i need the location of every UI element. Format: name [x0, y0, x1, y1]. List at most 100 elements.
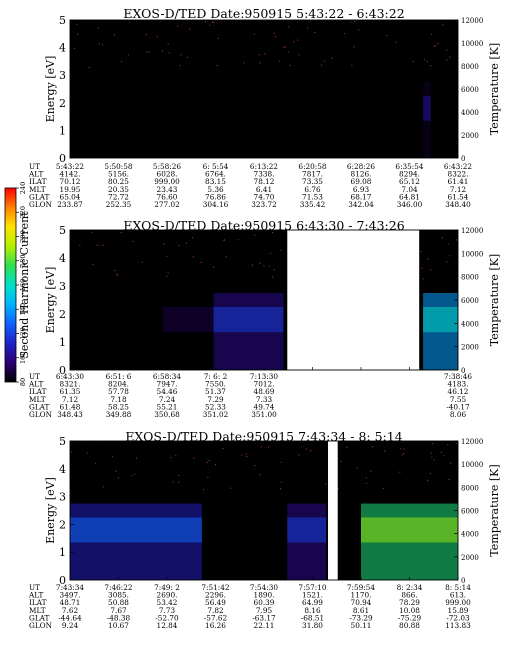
energy-tick-label: 3: [59, 69, 66, 82]
ephemeris-cell: 8.61: [353, 606, 369, 615]
ephemeris-cell: 6:35:54: [395, 162, 423, 171]
ephemeris-cell: 7338.: [254, 170, 275, 179]
ephemeris-row-label: GLON: [29, 621, 53, 630]
ephemeris-cell: 277.02: [154, 200, 180, 209]
energy-tick-label: 2: [59, 308, 66, 321]
ephemeris-cell: 7:57:10: [298, 583, 326, 592]
temperature-tick-label: 6000: [461, 86, 479, 94]
ephemeris-cell: -52.70: [155, 613, 179, 622]
temperature-tick-label: 10000: [461, 40, 483, 48]
energy-tick-label: 5: [59, 224, 66, 237]
energy-tick-label: 4: [59, 42, 66, 55]
energy-tick-label: 2: [59, 518, 66, 531]
ephemeris-cell: 61.35: [60, 387, 81, 396]
ephemeris-cell: 8.16: [304, 606, 321, 615]
ephemeris-cell: 76.86: [205, 192, 226, 201]
ephemeris-cell: 50.88: [108, 598, 129, 607]
temperature-tick-label: 8000: [461, 63, 479, 71]
colorbar-scale: [4, 187, 17, 383]
ephemeris-row-label: GLON: [29, 410, 53, 419]
ephemeris-cell: 68.17: [351, 192, 372, 201]
ephemeris-cell: 335.42: [300, 200, 326, 209]
ephemeris-cell: -63.17: [252, 613, 276, 622]
ephemeris-cell: 8294.: [399, 170, 420, 179]
ephemeris-cell: 999.00: [154, 177, 180, 186]
colorbar-tick: 220: [19, 206, 27, 218]
ephemeris-row-label: GLAT: [29, 192, 50, 201]
temperature-tick-label: 8000: [461, 484, 479, 492]
ephemeris-cell: 51.37: [205, 387, 226, 396]
ephemeris-cell: -48.38: [107, 613, 131, 622]
temperature-tick-label: 6000: [461, 508, 479, 516]
ephemeris-cell: 16.26: [205, 621, 226, 630]
energy-axis-label: Energy [eV]: [44, 56, 57, 123]
panel-title: EXOS-D/TED Date:950915 7:43:34 - 8: 5:14: [125, 429, 402, 444]
ephemeris-cell: 7.04: [401, 185, 418, 194]
ephemeris-cell: 6:13:22: [250, 162, 278, 171]
ephemeris-cell: 6:58:34: [153, 372, 181, 381]
ephemeris-cell: -75.29: [398, 613, 422, 622]
ephemeris-cell: 3085.: [108, 591, 129, 600]
ephemeris-cell: 5.36: [207, 185, 224, 194]
energy-tick-label: 4: [59, 463, 66, 476]
ephemeris-cell: 7.24: [159, 395, 176, 404]
ephemeris-cell: 348.43: [57, 410, 83, 419]
ephemeris-cell: 7.73: [159, 606, 176, 615]
colorbar-ticks: 80 100 120 140 160 180 200 220 240: [16, 182, 27, 386]
spectrogram-image: [70, 441, 458, 580]
ephemeris-cell: 6764.: [205, 170, 226, 179]
ephemeris-row-label: MLT: [29, 395, 46, 404]
energy-tick-label: 2: [59, 97, 66, 110]
temperature-tick-label: 12000: [461, 17, 483, 25]
ephemeris-cell: 23.43: [157, 185, 178, 194]
ephemeris-cell: 2690.: [157, 591, 178, 600]
ephemeris-cell: 15.89: [448, 606, 469, 615]
energy-tick-label: 5: [59, 435, 66, 448]
ephemeris-cell: 866.: [401, 591, 417, 600]
ephemeris-row-label: ALT: [28, 591, 44, 600]
ephemeris-cell: 72.72: [108, 192, 129, 201]
ephemeris-cell: 342.04: [348, 200, 374, 209]
ephemeris-cell: 6:43:30: [56, 372, 84, 381]
ephemeris-cell: 8204.: [108, 380, 129, 389]
ephemeris-cell: 351.00: [251, 410, 277, 419]
ephemeris-cell: 20.35: [108, 185, 129, 194]
ephemeris-cell: 7.12: [450, 185, 466, 194]
temperature-tick-label: 12000: [461, 227, 483, 235]
energy-tick-label: 0: [59, 574, 66, 587]
ephemeris-cell: 6.93: [353, 185, 370, 194]
ephemeris-cell: 2296.: [205, 591, 226, 600]
ephemeris-row-label: ALT: [28, 170, 44, 179]
ephemeris-cell: 54.46: [157, 387, 178, 396]
ephemeris-cell: 8: 2:34: [397, 583, 423, 592]
ephemeris-row-label: GLAT: [29, 402, 50, 411]
energy-tick-label: 0: [59, 364, 66, 377]
ephemeris-cell: 4142.: [60, 170, 81, 179]
ephemeris-cell: 6:43:22: [444, 162, 472, 171]
ephemeris-cell: 48.71: [60, 598, 81, 607]
ephemeris-cell: -40.17: [446, 402, 470, 411]
ephemeris-row-label: MLT: [29, 185, 46, 194]
ephemeris-cell: 80.25: [108, 177, 129, 186]
ephemeris-cell: 31.80: [302, 621, 323, 630]
ephemeris-row-label: MLT: [29, 606, 46, 615]
ephemeris-row-label: ALT: [28, 380, 44, 389]
ephemeris-cell: 74.70: [254, 192, 275, 201]
ephemeris-cell: 7:49: 2: [154, 583, 180, 592]
ephemeris-cell: 57.78: [108, 387, 129, 396]
ephemeris-cell: 69.08: [351, 177, 372, 186]
ephemeris-cell: 58.25: [108, 402, 129, 411]
ephemeris-cell: 7817.: [302, 170, 323, 179]
panel-title: EXOS-D/TED Date:950915 5:43:22 - 6:43:22: [123, 6, 404, 21]
ephemeris-cell: 10.08: [399, 606, 420, 615]
ephemeris-cell: 70.12: [60, 177, 81, 186]
ephemeris-cell: -72.03: [446, 613, 470, 622]
ephemeris-cell: 8321.: [60, 380, 81, 389]
temperature-tick-label: 0: [461, 577, 465, 585]
temperature-tick-label: 12000: [461, 438, 483, 446]
ephemeris-cell: 7: 6: 2: [204, 372, 227, 381]
ephemeris-cell: 12.84: [157, 621, 178, 630]
ephemeris-cell: 8: 5:14: [445, 583, 471, 592]
ephemeris-cell: 999.00: [445, 598, 471, 607]
